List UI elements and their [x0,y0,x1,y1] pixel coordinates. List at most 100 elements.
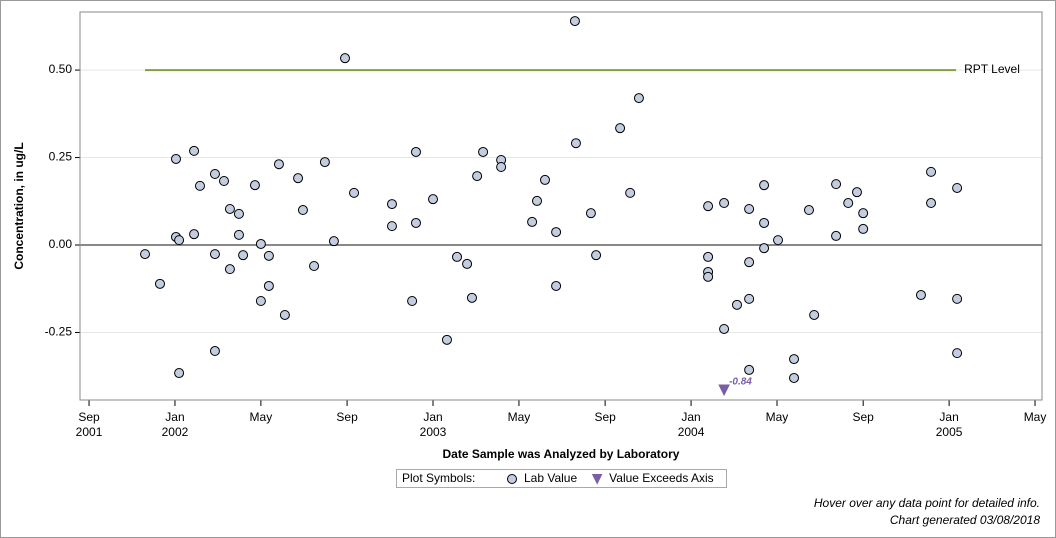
point [209,168,220,179]
point [478,146,489,157]
point [625,187,636,198]
point [328,236,339,247]
x-tick-year: 2003 [420,425,447,439]
point [744,293,755,304]
point [831,179,842,190]
point [703,271,714,282]
point [293,173,304,184]
plot-frame [79,11,1043,401]
point [585,208,596,219]
reference-line-label: RPT Level [964,62,1020,76]
point [633,93,644,104]
x-tick-label: Jan [165,410,184,424]
point [915,290,926,301]
point [569,16,580,27]
note: Hover over any data point for detailed i… [814,496,1040,510]
point [527,216,538,227]
point [472,171,483,182]
point [194,180,205,191]
point [809,309,820,320]
point [410,217,421,228]
point [462,258,473,269]
point [349,187,360,198]
point [140,249,151,260]
data-label: -0.84 [729,377,752,388]
point [759,217,770,228]
point [858,223,869,234]
x-axis-label: Date Sample was Analyzed by Laboratory [443,447,680,461]
point [496,161,507,172]
point [407,295,418,306]
y-tick-label: 0.25 [49,150,73,164]
point [570,138,581,149]
point [803,205,814,216]
point [263,250,274,261]
point [386,221,397,232]
point [297,205,308,216]
note: Chart generated 03/08/2018 [890,513,1040,527]
point [441,334,452,345]
point [744,203,755,214]
point [858,208,869,219]
point [952,182,963,193]
x-tick-year: 2002 [162,425,189,439]
point [189,229,200,240]
x-tick-label: Sep [78,410,100,424]
point [532,195,543,206]
point [170,153,181,164]
x-tick-label: Jan [681,410,700,424]
legend-box [396,469,727,488]
point [773,235,784,246]
y-tick-label: 0.00 [49,237,73,251]
point [540,174,551,185]
point [386,199,397,210]
point [615,123,626,134]
x-tick-year: 2001 [76,425,103,439]
x-tick-label: Sep [852,410,874,424]
point [174,235,185,246]
y-tick-label: -0.25 [45,325,73,339]
legend-title: Plot Symbols: [402,471,475,485]
point [224,264,235,275]
point [273,159,284,170]
x-tick-year: 2004 [678,425,705,439]
point [410,146,421,157]
point [952,348,963,359]
point [218,175,229,186]
legend-marker [507,474,517,484]
point [703,201,714,212]
point [263,280,274,291]
point [340,53,351,64]
x-tick-label: May [1024,410,1047,424]
point [731,299,742,310]
point [591,250,602,261]
point [233,229,244,240]
point [551,280,562,291]
point [174,368,185,379]
point [452,251,463,262]
point [831,230,842,241]
point [703,251,714,262]
point [843,198,854,209]
point [224,203,235,214]
x-tick-year: 2005 [936,425,963,439]
point [319,157,330,168]
point [189,145,200,156]
point [279,309,290,320]
x-tick-label: Sep [336,410,358,424]
point [759,243,770,254]
point [926,166,937,177]
point [466,292,477,303]
point [209,249,220,260]
point [926,198,937,209]
x-tick-label: Jan [939,410,958,424]
x-tick-label: Sep [594,410,616,424]
x-tick-label: Jan [423,410,442,424]
point [952,293,963,304]
point [209,346,220,357]
point [851,187,862,198]
y-tick-label: 0.50 [49,62,73,76]
x-tick-label: May [766,410,789,424]
